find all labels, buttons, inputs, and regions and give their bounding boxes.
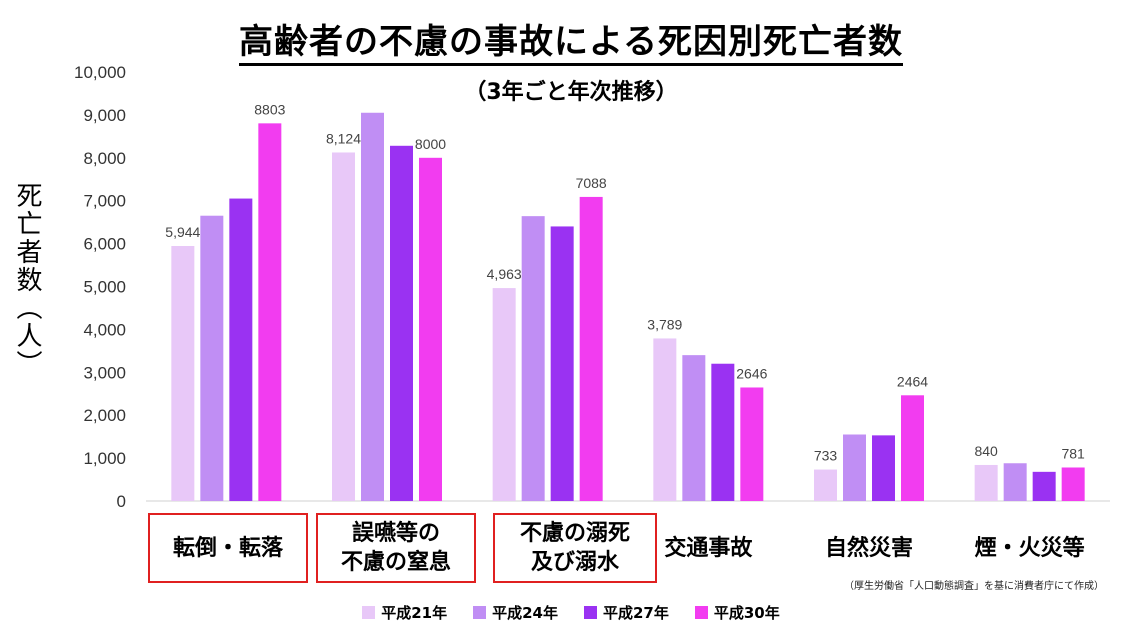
bar bbox=[171, 246, 195, 501]
data-label: 3,789 bbox=[647, 316, 682, 332]
legend-item: 平成21年 bbox=[362, 602, 447, 623]
y-axis-label: 死亡者数（人） bbox=[12, 182, 42, 378]
y-tick-label: 5,000 bbox=[83, 278, 126, 297]
y-tick-label: 3,000 bbox=[83, 363, 126, 382]
chart-title: 高齢者の不慮の事故による死因別死亡者数 bbox=[0, 14, 1142, 66]
data-label: 781 bbox=[1061, 445, 1085, 461]
category-label: 煙・火災等 bbox=[974, 535, 1085, 561]
bar bbox=[229, 198, 253, 501]
bar bbox=[974, 464, 998, 501]
bar bbox=[361, 112, 384, 501]
legend-label: 平成21年 bbox=[381, 604, 448, 622]
y-tick-label: 1,000 bbox=[83, 449, 126, 468]
chart-subtitle: （3年ごと年次推移） bbox=[464, 80, 678, 105]
legend-item: 平成24年 bbox=[473, 602, 558, 623]
legend-item: 平成27年 bbox=[584, 602, 669, 623]
data-label: 2646 bbox=[736, 365, 767, 381]
bar bbox=[711, 363, 735, 501]
bar bbox=[550, 226, 574, 501]
data-label: 8803 bbox=[254, 101, 285, 117]
y-tick-label: 7,000 bbox=[83, 192, 126, 211]
data-label: 4,963 bbox=[487, 266, 522, 282]
legend-label: 平成24年 bbox=[492, 604, 558, 622]
bar bbox=[390, 145, 413, 501]
bar bbox=[872, 435, 895, 501]
bar bbox=[579, 196, 603, 501]
legend-swatch bbox=[473, 606, 487, 619]
category-label: 不慮の溺死 及び溺水 bbox=[493, 513, 657, 583]
legend-item: 平成30年 bbox=[694, 602, 780, 623]
data-label: 733 bbox=[814, 448, 838, 464]
y-tick-label: 6,000 bbox=[83, 235, 126, 254]
bar bbox=[653, 338, 677, 501]
y-tick-label: 2,000 bbox=[83, 406, 126, 425]
bar bbox=[843, 434, 866, 501]
bar bbox=[258, 123, 282, 501]
bar bbox=[521, 216, 545, 502]
category-label: 自然災害 bbox=[824, 535, 913, 561]
category-label: 転倒・転落 bbox=[148, 513, 308, 583]
bar bbox=[682, 355, 706, 501]
bar bbox=[1003, 463, 1027, 501]
category-label: 誤嚥等の 不慮の窒息 bbox=[316, 513, 476, 583]
y-tick-label: 8,000 bbox=[83, 149, 126, 168]
bar bbox=[200, 215, 224, 501]
data-label: 8000 bbox=[415, 136, 446, 152]
y-tick-label: 4,000 bbox=[83, 320, 126, 339]
y-tick-label: 0 bbox=[117, 492, 126, 511]
bar bbox=[901, 395, 924, 501]
bar bbox=[492, 288, 516, 501]
bar bbox=[1032, 471, 1056, 501]
bar bbox=[1061, 467, 1085, 501]
legend-label: 平成27年 bbox=[603, 604, 669, 622]
data-label: 840 bbox=[974, 443, 998, 459]
data-label: 8,124 bbox=[326, 130, 361, 146]
legend-label: 平成30年 bbox=[713, 604, 780, 622]
bar bbox=[419, 157, 442, 502]
source-note: （厚生労働省「人口動態調査」を基に消費者庁にて作成） bbox=[844, 581, 1104, 592]
bar bbox=[814, 469, 837, 501]
category-label: 交通事故 bbox=[664, 535, 753, 561]
bar bbox=[332, 152, 355, 501]
legend-swatch bbox=[694, 606, 708, 619]
y-tick-label: 10,000 bbox=[74, 63, 126, 82]
data-label: 2464 bbox=[897, 373, 928, 389]
legend: 平成21年 平成24年 平成27年 平成30年 bbox=[0, 602, 1142, 623]
legend-swatch bbox=[362, 606, 376, 619]
chart-title-text: 高齢者の不慮の事故による死因別死亡者数 bbox=[239, 22, 903, 66]
bar bbox=[740, 387, 764, 501]
y-tick-label: 9,000 bbox=[83, 106, 126, 125]
data-label: 5,944 bbox=[165, 224, 200, 240]
legend-swatch bbox=[584, 606, 597, 619]
data-label: 7088 bbox=[576, 175, 607, 191]
